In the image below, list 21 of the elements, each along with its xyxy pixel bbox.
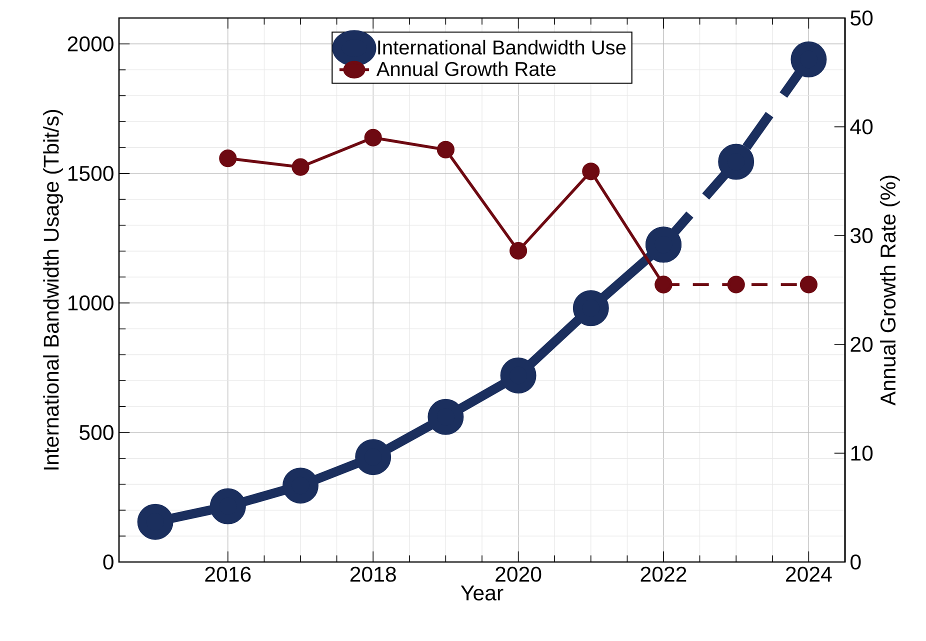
x-tick-label: 2016 (205, 566, 251, 582)
y2-tick-label: 10 (851, 446, 873, 461)
legend-label: International Bandwidth Use (378, 40, 626, 55)
x-tick-label: 2022 (640, 566, 686, 582)
y-axis-title: International Bandwidth Usage (Tbit/s) (43, 110, 64, 470)
y-tick-label: 0 (103, 554, 114, 570)
legend-label: Annual Growth Rate (376, 61, 556, 76)
x-axis-title: Year (460, 586, 504, 601)
y2-axis-title: Annual Growth Rate (%) (880, 176, 900, 406)
x-tick-label: 2018 (350, 566, 396, 582)
y-tick-label: 500 (80, 424, 114, 440)
y2-tick-label: 50 (850, 10, 873, 26)
y2-tick-label: 30 (850, 228, 873, 244)
y2-tick-label: 40 (850, 119, 873, 134)
y2-tick-label: 20 (850, 336, 873, 352)
y-tick-label: 1000 (68, 295, 114, 310)
y2-tick-label: 0 (850, 554, 861, 570)
y-tick-label: 2000 (68, 36, 114, 52)
x-tick-label: 2024 (786, 566, 832, 582)
x-tick-label: 2020 (496, 566, 542, 582)
y-tick-label: 1500 (68, 166, 114, 181)
